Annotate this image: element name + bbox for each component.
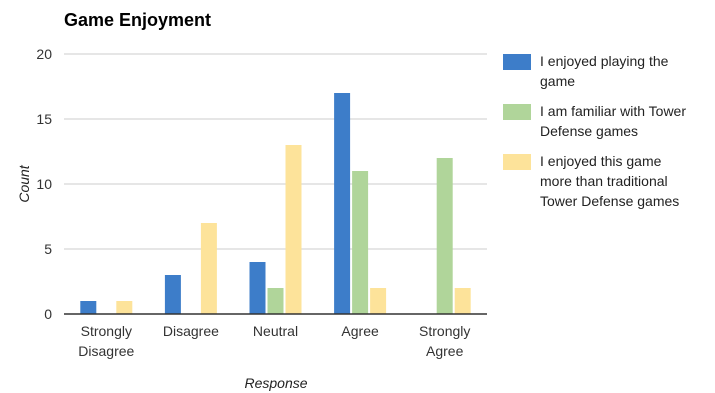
bar (352, 171, 369, 314)
y-tick-label: 0 (44, 306, 52, 322)
y-tick-label: 5 (44, 241, 52, 257)
bar (116, 301, 133, 314)
x-tick-label: Agree (341, 323, 379, 339)
x-tick-label-line: Disagree (163, 323, 219, 339)
x-tick-label: Strongly Agree (419, 323, 470, 359)
bars (80, 93, 471, 314)
bar (267, 288, 284, 314)
legend-label-line: game (540, 73, 575, 89)
legend-label: I enjoyed playing the game (540, 53, 669, 89)
x-tick-label-line: Strongly (419, 323, 470, 339)
legend: I enjoyed playing the game I am familiar w… (503, 53, 686, 209)
axes: 0 5 10 15 20 Strongly Disagree Disagree Neutral A… (36, 46, 487, 359)
legend-label: I am familiar with Tower Defense games (540, 103, 686, 139)
legend-label-line: Tower Defense games (540, 193, 679, 209)
x-tick-label-line: Agree (426, 343, 464, 359)
bar (370, 288, 387, 314)
grid-lines (64, 53, 487, 250)
legend-swatch (503, 154, 531, 170)
bar (164, 275, 181, 314)
x-tick-label: Strongly Disagree (78, 323, 134, 359)
x-tick-label-line: Disagree (78, 343, 134, 359)
y-axis-label: Count (16, 164, 32, 202)
bar (249, 262, 266, 314)
bar (436, 158, 453, 314)
legend-label: I enjoyed this game more than traditional… (540, 153, 679, 209)
legend-label-line: I enjoyed playing the (540, 53, 669, 69)
bar (200, 223, 217, 314)
x-tick-label: Disagree (163, 323, 219, 339)
legend-label-line: more than traditional (540, 173, 668, 189)
y-tick-label: 10 (36, 176, 52, 192)
chart-title: Game Enjoyment (64, 10, 211, 30)
legend-label-line: Defense games (540, 123, 638, 139)
x-tick-label-line: Neutral (253, 323, 298, 339)
y-tick-label: 20 (36, 46, 52, 62)
legend-swatch (503, 104, 531, 120)
bar (454, 288, 471, 314)
y-tick-label: 15 (36, 111, 52, 127)
x-tick-label: Neutral (253, 323, 298, 339)
legend-label-line: I enjoyed this game (540, 153, 662, 169)
bar (80, 301, 97, 314)
x-tick-label-line: Strongly (81, 323, 132, 339)
bar (334, 93, 351, 314)
bar (285, 145, 302, 314)
legend-label-line: I am familiar with Tower (540, 103, 686, 119)
legend-swatch (503, 54, 531, 70)
x-axis-label: Response (244, 375, 307, 391)
x-tick-label-line: Agree (341, 323, 379, 339)
